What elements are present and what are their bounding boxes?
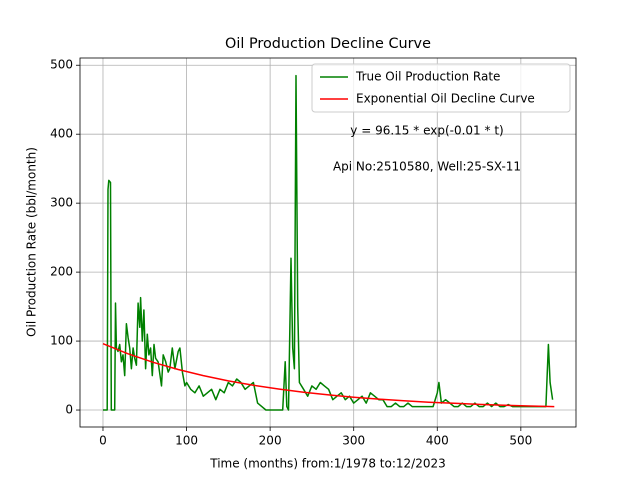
legend-box: [311, 63, 571, 113]
x-tick-label: 100: [175, 434, 198, 448]
y-axis-label: Oil Production Rate (bbl/month): [25, 147, 39, 337]
plot-frame: [79, 57, 577, 428]
y-tick-label: 400: [50, 127, 73, 141]
legend-label: True Oil Production Rate: [355, 70, 500, 84]
y-tick-label: 100: [50, 334, 73, 348]
x-tick-label: 500: [509, 434, 532, 448]
y-tick-label: 300: [50, 196, 73, 210]
x-axis-label: Time (months) from:1/1978 to:12/2023: [209, 457, 446, 471]
x-tick-label: 400: [426, 434, 449, 448]
y-tick-label: 0: [65, 403, 73, 417]
y-tick-label: 500: [50, 58, 73, 72]
x-tick-label: 300: [342, 434, 365, 448]
y-tick-label: 200: [50, 265, 73, 279]
x-tick-label: 0: [99, 434, 107, 448]
legend-label: Exponential Oil Decline Curve: [356, 92, 535, 106]
annotation: Api No:2510580, Well:25-SX-11: [333, 160, 521, 174]
chart-title: Oil Production Decline Curve: [225, 36, 431, 52]
x-tick-label: 200: [259, 434, 282, 448]
data-line: [102, 343, 555, 408]
annotation: y = 96.15 * exp(-0.01 * t): [350, 124, 503, 138]
